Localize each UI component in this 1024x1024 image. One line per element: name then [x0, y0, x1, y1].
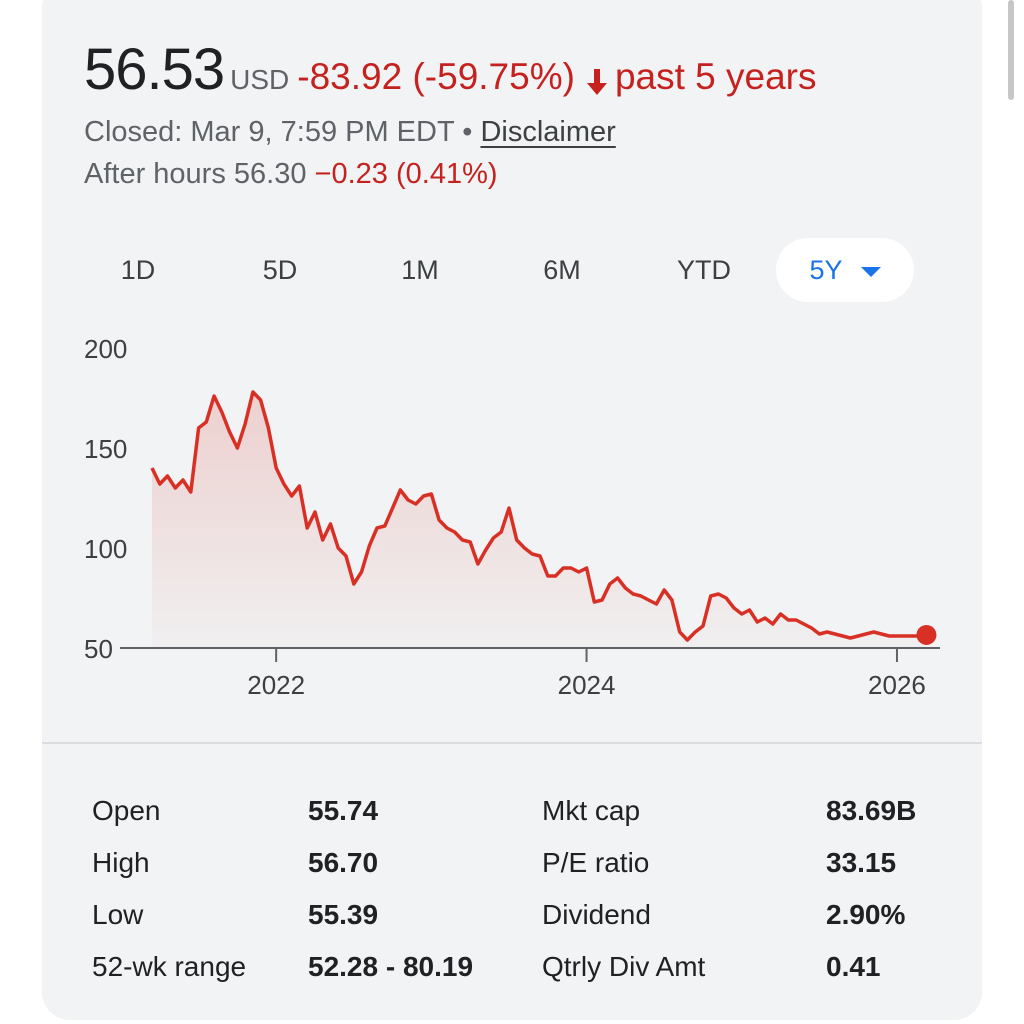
- y-tick-label: 100: [84, 534, 127, 564]
- stat-label-mktcap: Mkt cap: [542, 795, 641, 826]
- tab-label: 1M: [401, 255, 439, 285]
- stat-value-open: 55.74: [308, 795, 379, 826]
- stat-value-mktcap: 83.69B: [826, 795, 917, 826]
- tab-1d[interactable]: 1D: [108, 238, 168, 302]
- after-hours-change: −0.23 (0.41%): [314, 158, 498, 190]
- after-hours-info: After hours 56.30 −0.23 (0.41%): [84, 158, 498, 191]
- stat-value-high: 56.70: [308, 847, 379, 878]
- stat-value-dividend: 2.90%: [826, 899, 906, 930]
- change-period: past 5 years: [614, 56, 817, 97]
- tab-label: 5Y: [809, 255, 843, 285]
- stat-value-pe: 33.15: [826, 847, 897, 878]
- tab-5y[interactable]: 5Y: [776, 238, 914, 302]
- tab-ytd[interactable]: YTD: [664, 238, 744, 302]
- price-line: [150, 390, 927, 642]
- tab-label: 1D: [120, 255, 156, 285]
- separator-dot: •: [462, 116, 473, 148]
- stat-label-52wk: 52-wk range: [92, 951, 247, 982]
- disclaimer-link[interactable]: Disclaimer: [480, 116, 616, 148]
- stat-label-high: High: [92, 847, 150, 878]
- tab-6m[interactable]: 6M: [532, 238, 592, 302]
- y-tick-label: 50: [84, 634, 113, 664]
- tab-label: 5D: [262, 255, 298, 285]
- stat-value-low: 55.39: [308, 899, 379, 930]
- tab-label: YTD: [677, 255, 731, 285]
- currency-label: USD: [230, 64, 290, 95]
- y-tick-label: 150: [84, 434, 127, 464]
- closed-info: Closed: Mar 9, 7:59 PM EDT • Disclaimer: [84, 116, 616, 149]
- scrollbar[interactable]: [1008, 0, 1014, 100]
- x-tick-label: 2022: [247, 670, 305, 700]
- stat-label-dividend: Dividend: [542, 899, 651, 930]
- range-tabs: 1D 5D 1M 6M YTD 5Y: [0, 238, 1024, 302]
- y-tick-label: 200: [84, 334, 127, 364]
- price-change: -83.92 (-59.75%): [297, 56, 575, 97]
- stat-label-qtrly-div: Qtrly Div Amt: [542, 951, 706, 982]
- tab-1m[interactable]: 1M: [390, 238, 450, 302]
- divider: [42, 742, 982, 744]
- after-hours-price: After hours 56.30: [84, 158, 307, 190]
- stat-label-low: Low: [92, 899, 144, 930]
- x-tick-label: 2024: [558, 670, 616, 700]
- stat-label-open: Open: [92, 795, 161, 826]
- x-tick-label: 2026: [868, 670, 926, 700]
- closed-text: Closed: Mar 9, 7:59 PM EDT: [84, 116, 455, 148]
- tab-label: 6M: [543, 255, 581, 285]
- arrow-down-icon: [585, 69, 609, 100]
- caret-down-icon: [860, 266, 881, 277]
- stat-value-qtrly-div: 0.41: [826, 951, 881, 982]
- stat-value-52wk: 52.28 - 80.19: [308, 951, 474, 982]
- stat-label-pe: P/E ratio: [542, 847, 650, 878]
- quote-header: 56.53 USD -83.92 (-59.75%) past 5 years: [84, 36, 817, 103]
- price-area: [152, 392, 927, 648]
- tab-5d[interactable]: 5D: [250, 238, 310, 302]
- latest-price-marker[interactable]: [916, 624, 937, 645]
- price-chart: 200 150 100 50 2022 2024 2026: [84, 334, 940, 700]
- current-price: 56.53: [84, 37, 225, 102]
